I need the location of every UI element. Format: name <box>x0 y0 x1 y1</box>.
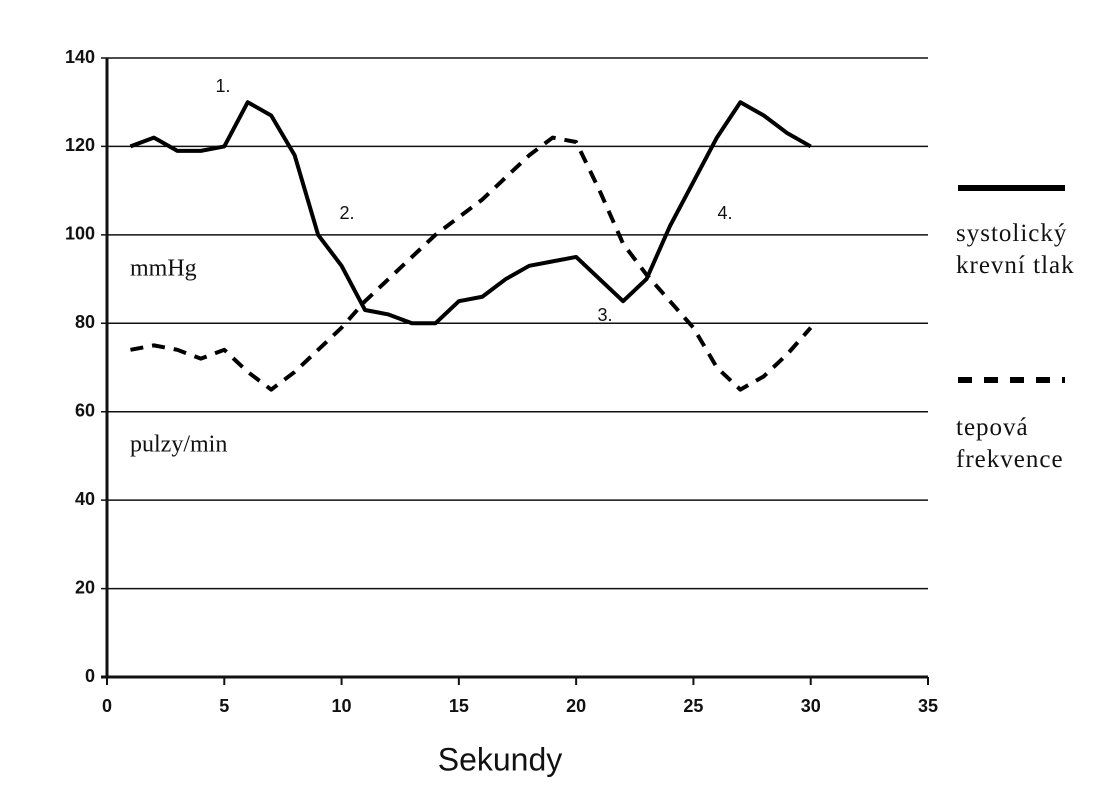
line-series <box>130 135 813 392</box>
x-tick-label: 30 <box>801 696 821 716</box>
y-tick-label: 20 <box>75 577 95 597</box>
annotation: 3. <box>597 305 612 325</box>
x-tick-label: 10 <box>332 696 352 716</box>
y-tick-label: 140 <box>65 47 95 67</box>
x-tick-label: 15 <box>449 696 469 716</box>
x-tick-label: 20 <box>566 696 586 716</box>
legend-label: systolický krevní tlak <box>956 220 1075 279</box>
x-axis-label: Sekundy <box>438 741 563 777</box>
y-tick-label: 0 <box>85 666 95 686</box>
annotation: mmHg <box>130 256 197 282</box>
line-series <box>129 100 812 326</box>
y-tick-label: 100 <box>65 224 95 244</box>
annotation: 4. <box>717 203 732 223</box>
x-tick-label: 25 <box>683 696 703 716</box>
x-tick-label: 0 <box>102 696 112 716</box>
x-tick-label: 5 <box>219 696 229 716</box>
legend-label: tepová frekvence <box>956 414 1064 473</box>
annotation: pulzy/min <box>130 432 227 458</box>
annotation: 2. <box>339 203 354 223</box>
y-tick-label: 60 <box>75 400 95 420</box>
y-tick-label: 40 <box>75 489 95 509</box>
y-tick-label: 80 <box>75 312 95 332</box>
annotation: 1. <box>215 76 230 96</box>
x-tick-label: 35 <box>918 696 938 716</box>
y-tick-label: 120 <box>65 135 95 155</box>
